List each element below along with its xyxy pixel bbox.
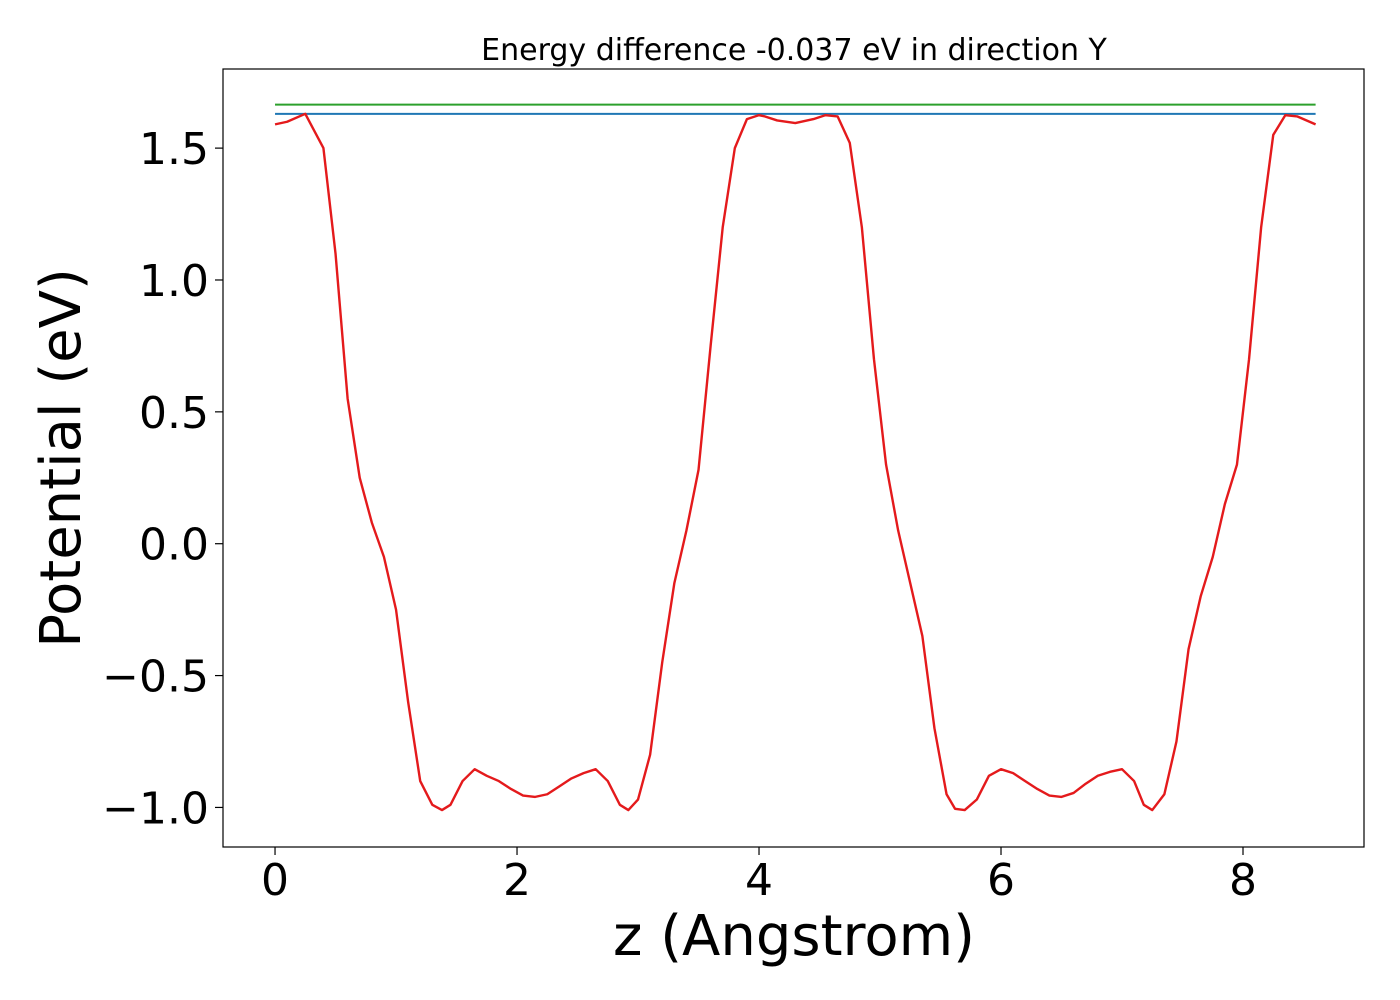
- plot-area: [274, 103, 1317, 812]
- x-tick-label: 6: [987, 855, 1015, 906]
- y-tick-label: 0.5: [139, 388, 209, 439]
- x-axis-label: z (Angstrom): [613, 904, 975, 969]
- x-tick-label: 2: [503, 855, 531, 906]
- y-tick-label: 1.0: [139, 256, 209, 307]
- y-tick-label: −0.5: [102, 652, 209, 703]
- y-axis: −1.0 −0.5 0.0 0.5 1.0 1.5: [102, 124, 223, 834]
- series-line-2: [274, 112, 1317, 812]
- x-axis: 0 2 4 6 8: [261, 847, 1257, 906]
- plot-frame: [222, 68, 1365, 848]
- x-tick-label: 4: [745, 855, 773, 906]
- y-tick-label: 0.0: [139, 520, 209, 571]
- x-tick-label: 0: [261, 855, 289, 906]
- y-axis-label: Potential (eV): [29, 268, 94, 648]
- y-tick-label: −1.0: [102, 783, 209, 834]
- chart-title: Energy difference -0.037 eV in direction…: [481, 33, 1107, 68]
- x-tick-label: 8: [1229, 855, 1257, 906]
- y-tick-label: 1.5: [139, 124, 209, 175]
